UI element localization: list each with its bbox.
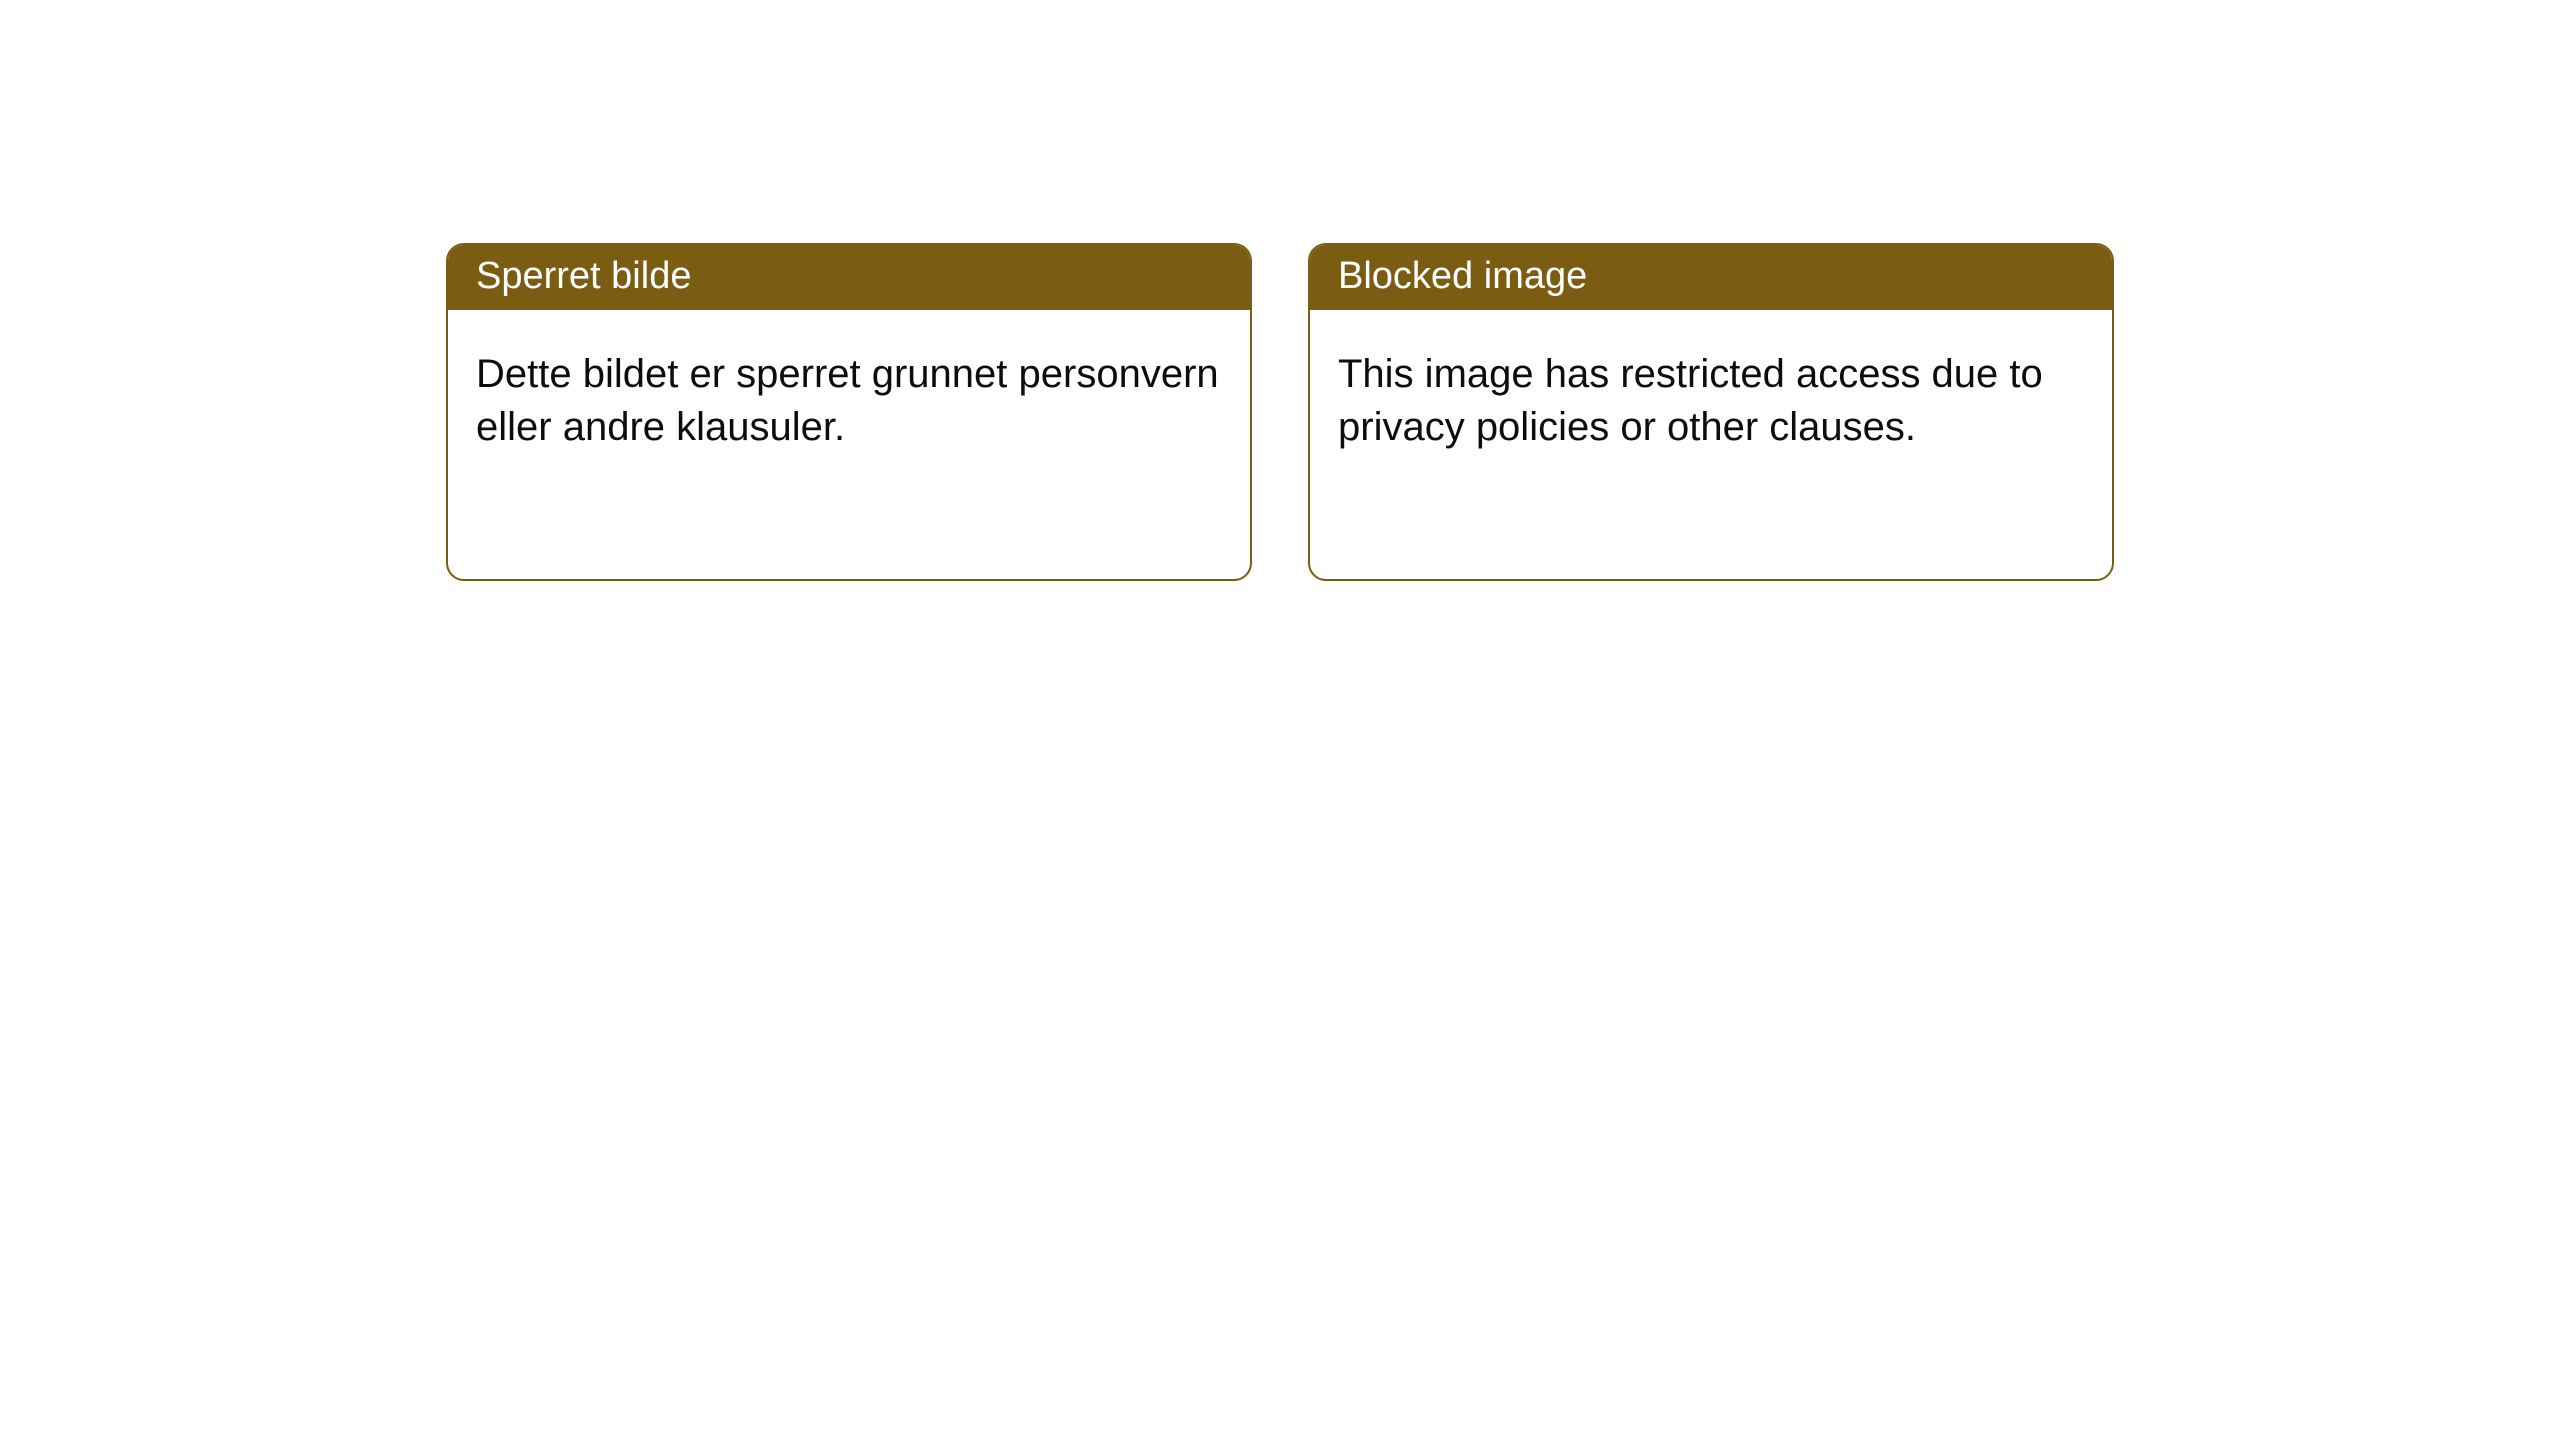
notice-container: Sperret bilde Dette bildet er sperret gr… [0,0,2560,581]
notice-body: Dette bildet er sperret grunnet personve… [448,310,1250,482]
notice-title: Blocked image [1310,245,2112,310]
notice-body: This image has restricted access due to … [1310,310,2112,482]
notice-title: Sperret bilde [448,245,1250,310]
notice-box-norwegian: Sperret bilde Dette bildet er sperret gr… [446,243,1252,581]
notice-box-english: Blocked image This image has restricted … [1308,243,2114,581]
